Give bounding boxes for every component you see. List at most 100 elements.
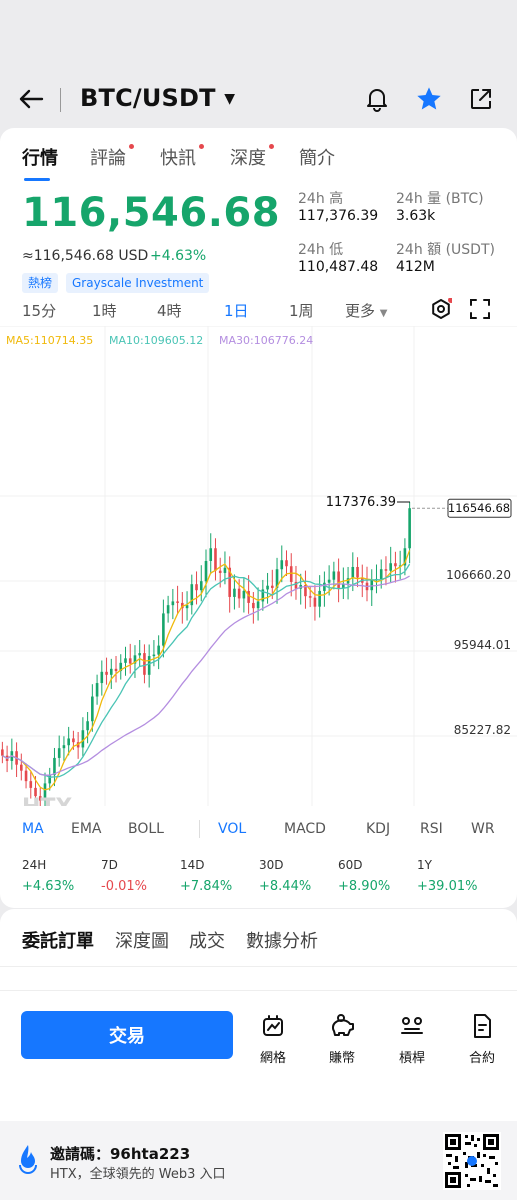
htx-watermark: HTX [22, 795, 72, 806]
grid-button[interactable]: 網格 [248, 1013, 298, 1066]
tab-data-analysis[interactable]: 數據分析 [246, 931, 318, 952]
active-tab-indicator [24, 178, 50, 181]
perf-value-7d: -0.01% [101, 879, 147, 894]
indicator-vol[interactable]: VOL [218, 821, 247, 837]
candle-body [342, 583, 345, 588]
candle-body [67, 738, 70, 746]
candle-body [408, 508, 411, 549]
interval-15m[interactable]: 15分 [22, 302, 57, 320]
perf-value-60d: +8.90% [338, 879, 391, 894]
perf-value-30d: +8.44% [259, 879, 312, 894]
candle-body [242, 590, 246, 599]
candle-body [280, 560, 284, 570]
contract-doc-icon [474, 1014, 491, 1038]
lever-button[interactable]: 槓桿 [387, 1013, 437, 1066]
volume-value: 3.63k [396, 208, 436, 224]
ma10-legend: MA10:109605.12 [109, 334, 204, 347]
candle-body [228, 567, 231, 597]
indicator-macd[interactable]: MACD [284, 821, 326, 837]
candle-body [86, 721, 89, 731]
last-price: 116,546.68 [22, 190, 281, 236]
candle-body [304, 584, 307, 597]
tab-news[interactable]: 快訊 [160, 144, 204, 170]
candle-body [337, 571, 340, 588]
tab-intro[interactable]: 簡介 [299, 148, 335, 169]
candle-body [53, 757, 56, 776]
back-arrow-icon[interactable] [16, 84, 46, 114]
candle-body [166, 605, 170, 614]
interval-4h[interactable]: 4時 [157, 302, 182, 320]
share-icon[interactable] [466, 84, 496, 114]
tab-depth-chart[interactable]: 深度圖 [115, 931, 169, 952]
candle-body [332, 571, 336, 580]
candlestick-chart[interactable]: 106660.2095944.0185227.8274511.63116546.… [0, 326, 517, 806]
candle-body [147, 656, 151, 675]
candle-body [247, 590, 250, 603]
candle-body [356, 566, 359, 578]
lever-label: 槓桿 [398, 1051, 425, 1066]
current-price-label: 116546.68 [448, 501, 510, 515]
favorite-star-icon[interactable] [414, 84, 444, 114]
indicator-kdj[interactable]: KDJ [366, 821, 391, 837]
indicator-boll[interactable]: BOLL [128, 821, 164, 837]
chart-settings-icon[interactable] [430, 297, 454, 324]
candle-body [128, 658, 132, 664]
perf-label-14d: 14D [180, 858, 205, 872]
price-axis-label: 85227.82 [454, 723, 511, 737]
interval-1d[interactable]: 1日 [224, 302, 249, 320]
tab-market[interactable]: 行情 [22, 148, 58, 169]
candle-body [124, 658, 127, 663]
earn-button[interactable]: 賺幣 [317, 1013, 367, 1066]
perf-label-60d: 60D [338, 858, 363, 872]
candle-body [327, 579, 331, 583]
indicator-wr[interactable]: WR [471, 821, 495, 837]
tab-orders[interactable]: 委託訂單 [22, 931, 94, 952]
candle-body [289, 566, 293, 582]
hot-tag[interactable]: 熱榜 [22, 273, 59, 293]
candle-body [195, 584, 198, 591]
candle-body [119, 662, 123, 672]
grid-label: 網格 [259, 1051, 286, 1066]
candle-body [233, 588, 236, 597]
top-bar: BTC/USDT ▼ [0, 70, 517, 132]
bell-icon[interactable] [362, 84, 392, 114]
qr-code [443, 1132, 501, 1194]
candle-body [285, 560, 288, 567]
indicator-ma[interactable]: MA [22, 821, 44, 837]
tab-trades[interactable]: 成交 [189, 931, 225, 952]
grayscale-tag[interactable]: Grayscale Investment [66, 273, 210, 293]
candle-body [114, 668, 118, 672]
low-label: 24h 低 [298, 242, 344, 258]
candle-body [199, 581, 203, 591]
indicator-ema[interactable]: EMA [71, 821, 102, 837]
candle-body [394, 563, 397, 567]
tab-comments[interactable]: 評論 [90, 144, 134, 170]
grid-bot-icon [263, 1015, 283, 1036]
candle-body [62, 745, 66, 749]
tab-depth[interactable]: 深度 [230, 144, 274, 170]
invite-code: 邀請碼：96hta223 [50, 1145, 191, 1163]
candle-body [318, 590, 321, 607]
candle-body [24, 770, 28, 782]
pair-title[interactable]: BTC/USDT ▼ [80, 84, 236, 112]
candle-body [252, 602, 255, 609]
candle-body [389, 563, 392, 571]
trade-button[interactable]: 交易 [21, 1011, 233, 1059]
candle-body [270, 585, 274, 588]
candle-body [237, 588, 241, 599]
volume-label: 24h 量 (BTC) [396, 191, 484, 207]
interval-more[interactable]: 更多 ▼ [345, 302, 388, 320]
market-card: 行情 評論 快訊 深度 簡介 116,546.68 ≈116,546.68 US… [0, 128, 517, 908]
action-bar: 交易 網格 賺幣 槓桿 合約 [0, 990, 517, 1121]
fullscreen-icon[interactable] [470, 299, 490, 323]
interval-1h[interactable]: 1時 [92, 302, 117, 320]
candle-body [261, 589, 265, 602]
indicator-rsi[interactable]: RSI [420, 821, 443, 837]
candle-body [379, 569, 383, 579]
candle-body [185, 605, 189, 609]
candle-body [171, 601, 175, 606]
interval-1w[interactable]: 1周 [289, 302, 314, 320]
price-axis-label: 95944.01 [454, 638, 511, 652]
candle-body [29, 781, 33, 788]
contract-button[interactable]: 合約 [457, 1013, 507, 1066]
